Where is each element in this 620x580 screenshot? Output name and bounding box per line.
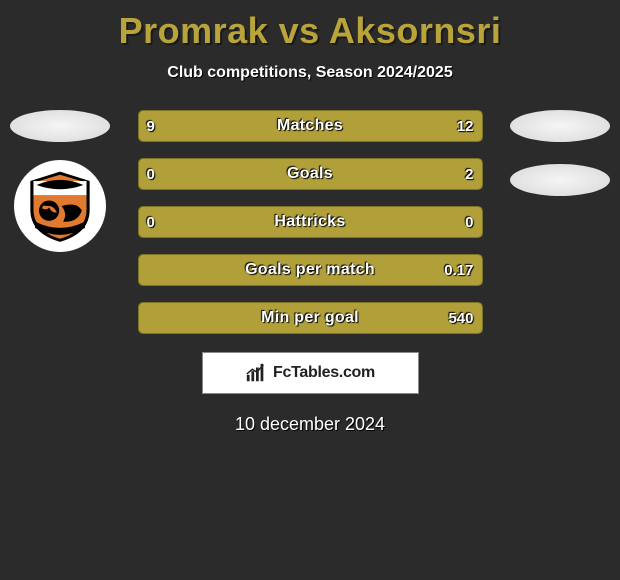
bar-label: Matches (139, 111, 482, 141)
right-blank-oval-1 (510, 110, 610, 142)
stat-bar: 02Goals (138, 158, 483, 190)
page-title: Promrak vs Aksornsri (0, 0, 620, 52)
left-team-crest (14, 160, 106, 252)
bar-label: Hattricks (139, 207, 482, 237)
bar-label: Min per goal (139, 303, 482, 333)
stat-bars: 912Matches 02Goals 00Hattricks 0.17Goals pe… (138, 110, 483, 334)
right-blank-oval-2 (510, 164, 610, 196)
content-area: 912Matches 02Goals 00Hattricks 0.17Goals pe… (0, 110, 620, 435)
branding-text: FcTables.com (273, 364, 375, 382)
stat-bar: 912Matches (138, 110, 483, 142)
stat-bar: 0.17Goals per match (138, 254, 483, 286)
date-line: 10 december 2024 (0, 414, 620, 435)
stat-bar: 540Min per goal (138, 302, 483, 334)
bar-label: Goals (139, 159, 482, 189)
stat-bar: 00Hattricks (138, 206, 483, 238)
right-player-column (510, 110, 610, 196)
left-blank-oval (10, 110, 110, 142)
team-crest-icon (21, 167, 99, 245)
chart-icon (245, 362, 267, 384)
bar-label: Goals per match (139, 255, 482, 285)
comparison-page: Promrak vs Aksornsri Club competitions, … (0, 0, 620, 580)
branding-box[interactable]: FcTables.com (202, 352, 419, 394)
page-subtitle: Club competitions, Season 2024/2025 (0, 64, 620, 82)
left-player-column (10, 110, 110, 252)
